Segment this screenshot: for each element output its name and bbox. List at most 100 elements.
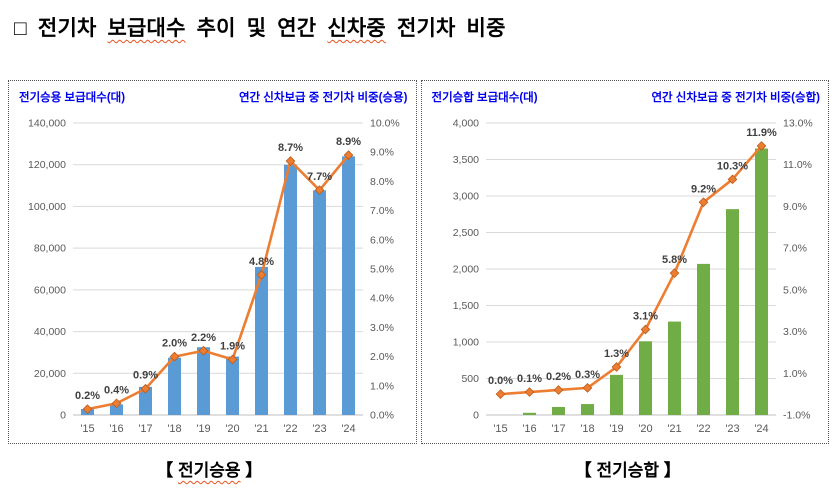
caption-bus: 【 전기승합 】 (419, 456, 837, 481)
svg-text:8.9%: 8.9% (336, 136, 361, 148)
svg-text:'21: '21 (667, 423, 681, 435)
svg-text:80,000: 80,000 (34, 243, 66, 255)
passenger-combo-chart: 0 20,000 40,000 60,000 80,000 100,000 120,000 1… (28, 118, 400, 436)
svg-text:3,000: 3,000 (452, 191, 478, 203)
svg-text:'22: '22 (696, 423, 710, 435)
svg-text:6.0%: 6.0% (370, 234, 394, 246)
svg-text:'19: '19 (196, 423, 210, 435)
svg-text:120,000: 120,000 (28, 159, 66, 171)
svg-text:9.0%: 9.0% (370, 147, 394, 159)
svg-text:2.0%: 2.0% (370, 351, 394, 363)
svg-text:100,000: 100,000 (28, 201, 66, 213)
svg-text:60,000: 60,000 (34, 284, 66, 296)
svg-text:'21: '21 (254, 423, 268, 435)
svg-text:5.8%: 5.8% (661, 254, 686, 266)
svg-text:7.0%: 7.0% (783, 243, 807, 255)
text-fragment: 【 (156, 461, 178, 480)
svg-text:'18: '18 (167, 423, 181, 435)
text-fragment: 전기차 비중 (385, 17, 506, 40)
chart-header-bus: 전기승합 보급대수(대) 연간 신차보급 중 전기차 비중(승합) (432, 89, 821, 105)
svg-text:'17: '17 (138, 423, 152, 435)
svg-text:1.0%: 1.0% (370, 380, 394, 392)
caption-passenger: 【 전기승용 】 (0, 456, 419, 481)
svg-text:0.1%: 0.1% (516, 373, 541, 385)
text-fragment: 】 (240, 461, 263, 480)
svg-text:'24: '24 (341, 423, 355, 435)
svg-text:0.2%: 0.2% (75, 390, 100, 402)
bus-combo-chart: 0 500 1,000 1,500 2,000 2,500 3,000 3,500 4,000 -… (452, 118, 813, 436)
text-fragment: 보급대수 (107, 17, 186, 40)
svg-text:'17: '17 (551, 423, 565, 435)
svg-text:0.3%: 0.3% (574, 369, 599, 381)
svg-text:1.0%: 1.0% (783, 368, 807, 380)
svg-text:3.0%: 3.0% (370, 322, 394, 334)
svg-text:11.9%: 11.9% (746, 127, 777, 139)
svg-text:5.0%: 5.0% (783, 284, 807, 296)
svg-text:2,000: 2,000 (452, 264, 478, 276)
svg-text:'23: '23 (312, 423, 326, 435)
svg-text:7.7%: 7.7% (307, 171, 332, 183)
svg-text:9.0%: 9.0% (783, 201, 807, 213)
svg-text:4.8%: 4.8% (249, 256, 274, 268)
chart-header-passenger: 전기승용 보급대수(대) 연간 신차보급 중 전기차 비중(승용) (19, 89, 408, 105)
svg-text:'23: '23 (725, 423, 739, 435)
svg-text:0.0%: 0.0% (487, 375, 512, 387)
svg-text:2.2%: 2.2% (191, 332, 216, 344)
svg-text:'15: '15 (80, 423, 94, 435)
svg-text:-1.0%: -1.0% (783, 410, 810, 422)
svg-text:3.0%: 3.0% (783, 326, 807, 338)
axis-title-passenger-count: 전기승용 보급대수(대) (19, 92, 126, 104)
axis-title-passenger-share: 연간 신차보급 중 전기차 비중(승용) (238, 92, 408, 104)
svg-text:'18: '18 (580, 423, 594, 435)
axis-title-bus-count: 전기승합 보급대수(대) (431, 92, 538, 104)
svg-text:'19: '19 (609, 423, 623, 435)
svg-text:4.0%: 4.0% (370, 293, 394, 305)
svg-text:3,500: 3,500 (452, 154, 478, 166)
svg-text:0.9%: 0.9% (133, 370, 158, 382)
chart-panel-passenger: 전기승용 보급대수(대) 연간 신차보급 중 전기차 비중(승용) 0 20,00… (8, 80, 417, 444)
captions-row: 【 전기승용 】 【 전기승합 】 (0, 456, 837, 481)
svg-text:0: 0 (473, 410, 479, 422)
svg-text:10.3%: 10.3% (716, 160, 747, 172)
svg-text:20,000: 20,000 (34, 368, 66, 380)
text-fragment: 【 전기승합 】 (574, 461, 681, 480)
svg-text:'20: '20 (225, 423, 239, 435)
svg-text:7.0%: 7.0% (370, 205, 394, 217)
svg-text:11.0%: 11.0% (783, 159, 812, 171)
svg-text:1.3%: 1.3% (603, 348, 628, 360)
svg-text:3.1%: 3.1% (632, 310, 657, 322)
svg-text:140,000: 140,000 (28, 118, 66, 130)
svg-text:8.7%: 8.7% (278, 142, 303, 154)
svg-text:2.0%: 2.0% (162, 338, 187, 350)
charts-row: 전기승용 보급대수(대) 연간 신차보급 중 전기차 비중(승용) 0 20,00… (8, 80, 829, 444)
svg-text:8.0%: 8.0% (370, 176, 394, 188)
svg-text:'16: '16 (522, 423, 536, 435)
svg-text:0.4%: 0.4% (104, 384, 129, 396)
axis-title-bus-share: 연간 신차보급 중 전기차 비중(승합) (651, 92, 820, 104)
svg-text:40,000: 40,000 (34, 326, 66, 338)
svg-text:10.0%: 10.0% (370, 118, 400, 130)
svg-text:13.0%: 13.0% (783, 118, 813, 130)
svg-text:1.9%: 1.9% (220, 341, 245, 353)
text-fragment: 전기승용 (177, 461, 241, 480)
svg-text:1,500: 1,500 (452, 300, 478, 312)
svg-text:0.0%: 0.0% (370, 410, 394, 422)
svg-text:1,000: 1,000 (452, 337, 478, 349)
svg-text:'22: '22 (283, 423, 297, 435)
svg-text:4,000: 4,000 (452, 118, 478, 130)
text-fragment: 신차중 (327, 17, 386, 40)
svg-text:2,500: 2,500 (452, 227, 478, 239)
svg-text:9.2%: 9.2% (690, 183, 715, 195)
svg-text:0.2%: 0.2% (545, 371, 570, 383)
text-fragment: 추이 및 연간 (185, 17, 328, 40)
chart-panel-bus: 전기승합 보급대수(대) 연간 신차보급 중 전기차 비중(승합) 0 500 1,… (420, 80, 829, 444)
svg-text:'24: '24 (754, 423, 768, 435)
svg-text:500: 500 (461, 373, 479, 385)
svg-text:0: 0 (60, 410, 66, 422)
svg-text:'20: '20 (638, 423, 652, 435)
svg-text:'16: '16 (109, 423, 123, 435)
svg-text:'15: '15 (493, 423, 507, 435)
text-fragment: □ 전기차 (14, 17, 108, 40)
page-title: □ 전기차 보급대수 추이 및 연간 신차중 전기차 비중 (0, 0, 837, 42)
svg-text:5.0%: 5.0% (370, 264, 394, 276)
